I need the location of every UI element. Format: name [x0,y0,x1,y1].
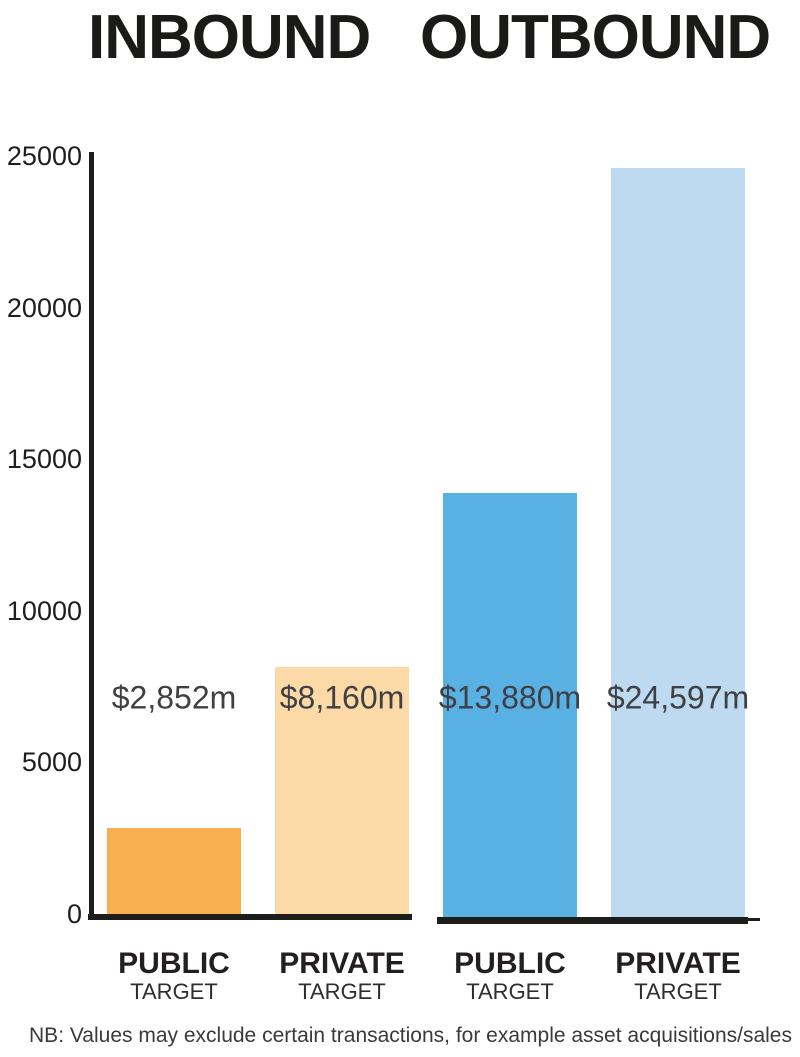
x-axis-line-inbound [88,914,412,920]
x-axis-line-tail [745,918,760,921]
category-name: PRIVATE [615,947,741,980]
x-axis-category-label: PRIVATE TARGET [615,948,741,1004]
y-axis-tick-label: 15000 [6,444,82,475]
y-axis-tick-label: 5000 [21,747,82,778]
bar-outbound-public-target [443,493,577,918]
category-name: PUBLIC [454,947,566,980]
bar-inbound-public-target [107,827,241,918]
bar-value-label: $13,880m [438,679,582,716]
bar-value-label: $2,852m [111,679,237,716]
y-axis-tick-label: 25000 [6,141,82,171]
chart-title-inbound: INBOUND [88,3,371,72]
category-name: PUBLIC [118,947,230,980]
bar-inbound-private-target [275,666,409,918]
category-name: PRIVATE [279,947,405,980]
plot-area: 0 5000 10000 15000 20000 25000 $2,852m $8,160m… [6,141,760,1004]
category-subtitle: TARGET [634,979,722,1004]
category-subtitle: TARGET [298,979,386,1004]
x-axis-line-outbound [437,917,748,924]
y-axis-tick-label: 10000 [6,595,82,626]
bar-value-label: $8,160m [279,679,405,716]
chart-title-outbound: OUTBOUND [420,3,771,72]
y-axis-line [89,152,94,920]
footnote: NB: Values may exclude certain transacti… [29,1024,792,1047]
y-axis-tick-label: 0 [66,899,82,929]
category-subtitle: TARGET [130,979,218,1004]
x-axis-category-label: PUBLIC TARGET [118,948,230,1004]
category-subtitle: TARGET [466,979,554,1004]
bar-value-label: $24,597m [606,679,750,716]
x-axis-category-label: PRIVATE TARGET [279,948,405,1004]
bar-outbound-private-target [611,168,745,918]
x-axis-category-label: PUBLIC TARGET [454,948,566,1004]
y-axis-tick-label: 20000 [6,292,82,323]
